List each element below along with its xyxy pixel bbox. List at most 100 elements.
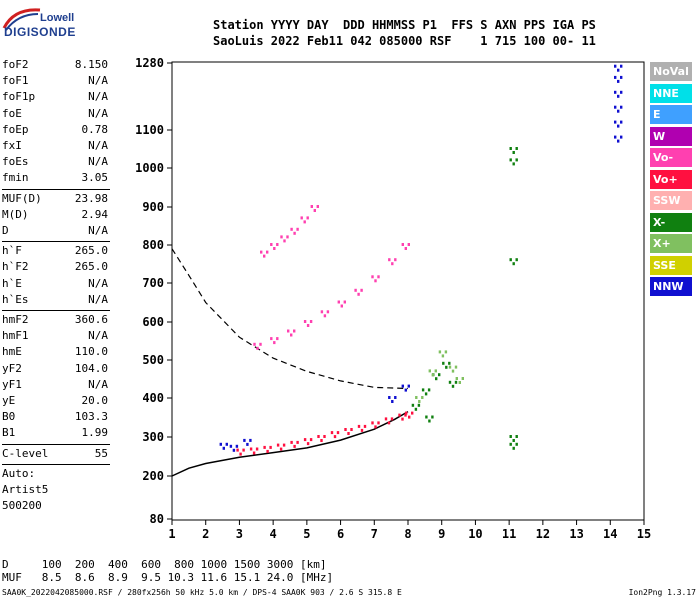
x-tick-label: 14 <box>603 527 617 541</box>
echo-point <box>617 79 620 83</box>
legend-item-x-: X- <box>650 212 692 232</box>
echo-point <box>296 440 299 444</box>
param-value: N/A <box>88 292 108 306</box>
echo-point <box>323 435 326 438</box>
param-row-artist5: Artist5 <box>2 483 108 499</box>
echo-point <box>411 403 415 407</box>
param-name: B1 <box>2 426 16 440</box>
echo-point <box>394 258 397 262</box>
echo-point <box>425 415 428 419</box>
echo-point <box>512 262 515 266</box>
echo-point <box>438 373 441 377</box>
param-name: h`F2 <box>2 260 29 274</box>
echo-point <box>279 447 283 451</box>
echo-point <box>360 428 364 432</box>
legend-item-vo-: Vo- <box>650 148 692 167</box>
echo-point <box>620 75 623 79</box>
legend-item-nnw: NNW <box>650 277 692 296</box>
y-tick-label: 1000 <box>135 161 164 175</box>
software-version: Ion2Png 1.3.17 <box>628 588 696 597</box>
echo-point <box>617 68 620 72</box>
echo-point <box>303 438 307 442</box>
echo-point <box>320 310 324 314</box>
param-name: yF2 <box>2 361 22 375</box>
x-tick-label: 10 <box>468 527 482 541</box>
echo-point <box>434 369 437 373</box>
echo-point <box>614 75 617 79</box>
echo-point <box>276 337 279 341</box>
param-value: N/A <box>88 224 108 237</box>
echo-point <box>620 120 623 124</box>
echo-point <box>371 421 374 425</box>
echo-point <box>454 365 458 369</box>
legend-item-nne: NNE <box>650 83 692 103</box>
param-row-fof1: foF1 N/A <box>2 74 108 90</box>
param-value: N/A <box>88 329 108 343</box>
param-name: yE <box>2 394 16 407</box>
echo-point <box>512 439 515 442</box>
echo-point <box>428 419 431 423</box>
param-row-c-level: C-level 55 <box>2 447 108 463</box>
echo-point <box>330 431 334 435</box>
echo-point <box>259 342 262 346</box>
param-value: 110.0 <box>74 345 108 359</box>
echo-point <box>363 424 367 428</box>
y-tick-label: 1280 <box>135 56 164 70</box>
echo-point <box>418 400 421 403</box>
echo-point <box>617 124 620 128</box>
y-tick-label: 800 <box>142 238 164 252</box>
echo-point <box>252 451 256 455</box>
param-name: foEs <box>2 155 29 169</box>
echo-point <box>398 413 401 417</box>
legend-item-sse: SSE <box>650 255 692 275</box>
param-separator <box>2 241 110 243</box>
y-tick-label: 700 <box>142 276 164 290</box>
echo-point <box>445 365 448 369</box>
echo-point <box>293 444 296 448</box>
param-value: N/A <box>88 155 108 169</box>
x-tick-label: 7 <box>371 527 378 541</box>
echo-point <box>401 417 404 421</box>
y-tick-label: 400 <box>142 391 164 405</box>
echo-point <box>269 445 272 449</box>
param-name: h`F <box>2 244 22 258</box>
echo-point <box>229 444 233 448</box>
echo-point <box>388 396 391 399</box>
logo-digisonde: DIGISONDE <box>4 25 76 39</box>
header-field-values: SaoLuis 2022 Feb11 042 085000 RSF 1 715 … <box>213 34 596 48</box>
echo-point <box>391 400 394 403</box>
echo-point <box>620 105 623 109</box>
echo-point <box>509 435 512 438</box>
echo-point <box>391 262 394 266</box>
echo-point <box>243 438 246 442</box>
param-value: 23.98 <box>74 191 108 205</box>
y-tick-label: 80 <box>150 512 164 526</box>
echo-point <box>306 216 309 220</box>
x-tick-label: 15 <box>637 527 651 541</box>
param-row-d: D N/A <box>2 224 108 240</box>
echo-point <box>407 243 410 246</box>
echo-point <box>253 342 256 346</box>
param-name: hmF1 <box>2 329 29 343</box>
echo-point <box>293 231 296 235</box>
echo-point <box>293 329 296 333</box>
param-row-h-es: h`Es N/A <box>2 293 108 309</box>
echo-point <box>344 428 347 431</box>
echo-point <box>273 247 276 250</box>
echo-point <box>255 447 259 451</box>
param-name: C-level <box>2 446 49 460</box>
echo-point <box>435 377 438 381</box>
echo-point <box>282 443 286 447</box>
echo-point <box>360 288 363 292</box>
param-name: hmF2 <box>2 313 29 326</box>
echo-point <box>287 329 290 333</box>
echo-point <box>388 258 391 262</box>
param-name: B0 <box>2 410 16 424</box>
param-row-m-d: M(D) 2.94 <box>2 208 108 224</box>
y-tick-label: 1100 <box>135 123 164 137</box>
legend-item-vo-: Vo+ <box>650 169 692 189</box>
param-value: 360.6 <box>74 313 108 326</box>
echo-point <box>377 275 380 279</box>
param-value: 55 <box>94 446 108 460</box>
param-row-muf-d: MUF(D) 23.98 <box>2 192 108 208</box>
